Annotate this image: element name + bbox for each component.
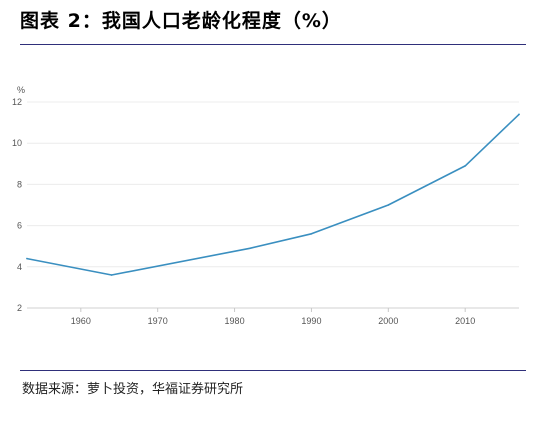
grid-lines (27, 101, 519, 268)
x-tick-label: 1980 (225, 316, 245, 326)
bottom-divider (20, 370, 526, 371)
data-point (249, 247, 251, 250)
top-divider (20, 44, 526, 45)
data-point (26, 257, 28, 260)
axes (27, 307, 519, 312)
data-point (464, 165, 466, 167)
data-point (387, 204, 390, 206)
x-tick-label: 1960 (71, 316, 91, 326)
y-tick-label: 2 (17, 303, 22, 313)
y-tick-label: 6 (17, 221, 22, 231)
data-point (518, 113, 520, 116)
chart-title: 图表 2：我国人口老龄化程度（%） (20, 10, 342, 32)
data-point (110, 274, 113, 276)
x-tick-label: 1970 (148, 316, 168, 326)
y-axis-unit-label: % (17, 85, 25, 95)
source-note: 数据来源：萝卜投资，华福证券研究所 (22, 382, 244, 397)
y-tick-label: 10 (12, 138, 22, 148)
x-tick-label: 2010 (455, 316, 475, 326)
x-tick-label: 1990 (301, 316, 321, 326)
y-tick-label: 4 (17, 262, 22, 272)
y-tick-labels: 2 4 6 8 10 12 (12, 97, 22, 313)
y-tick-label: 12 (12, 97, 22, 107)
y-tick-label: 8 (17, 179, 22, 189)
x-tick-label: 2000 (378, 316, 398, 326)
x-tick-labels: 1960 1970 1980 1990 2000 2010 (71, 316, 475, 326)
data-point (310, 233, 313, 235)
series-line (26, 113, 520, 276)
series-layer (26, 113, 520, 276)
